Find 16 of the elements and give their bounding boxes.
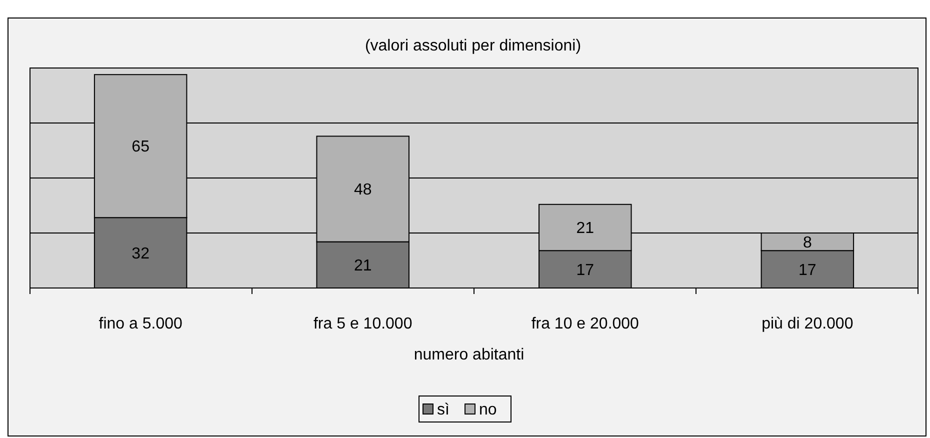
chart-title: (valori assoluti per dimensioni) [364,38,582,55]
data-label: 17 [798,262,816,279]
data-label: 21 [354,258,372,274]
data-label: 21 [576,220,594,238]
data-label: 65 [132,138,150,156]
data-label: 8 [802,234,812,252]
legend-label: sì [437,402,450,419]
x-axis-title: numero abitanti [414,346,524,364]
x-tick-label: fino a 5.000 [98,316,182,333]
legend-label: no [479,402,497,419]
data-label: 17 [576,262,594,279]
x-tick-label: fra 5 e 10.000 [313,316,412,333]
x-tick-label: più di 20.000 [762,316,854,333]
x-tick-label: fra 10 e 20.000 [531,316,640,333]
data-label: 32 [132,245,150,262]
data-label: 48 [354,182,372,199]
